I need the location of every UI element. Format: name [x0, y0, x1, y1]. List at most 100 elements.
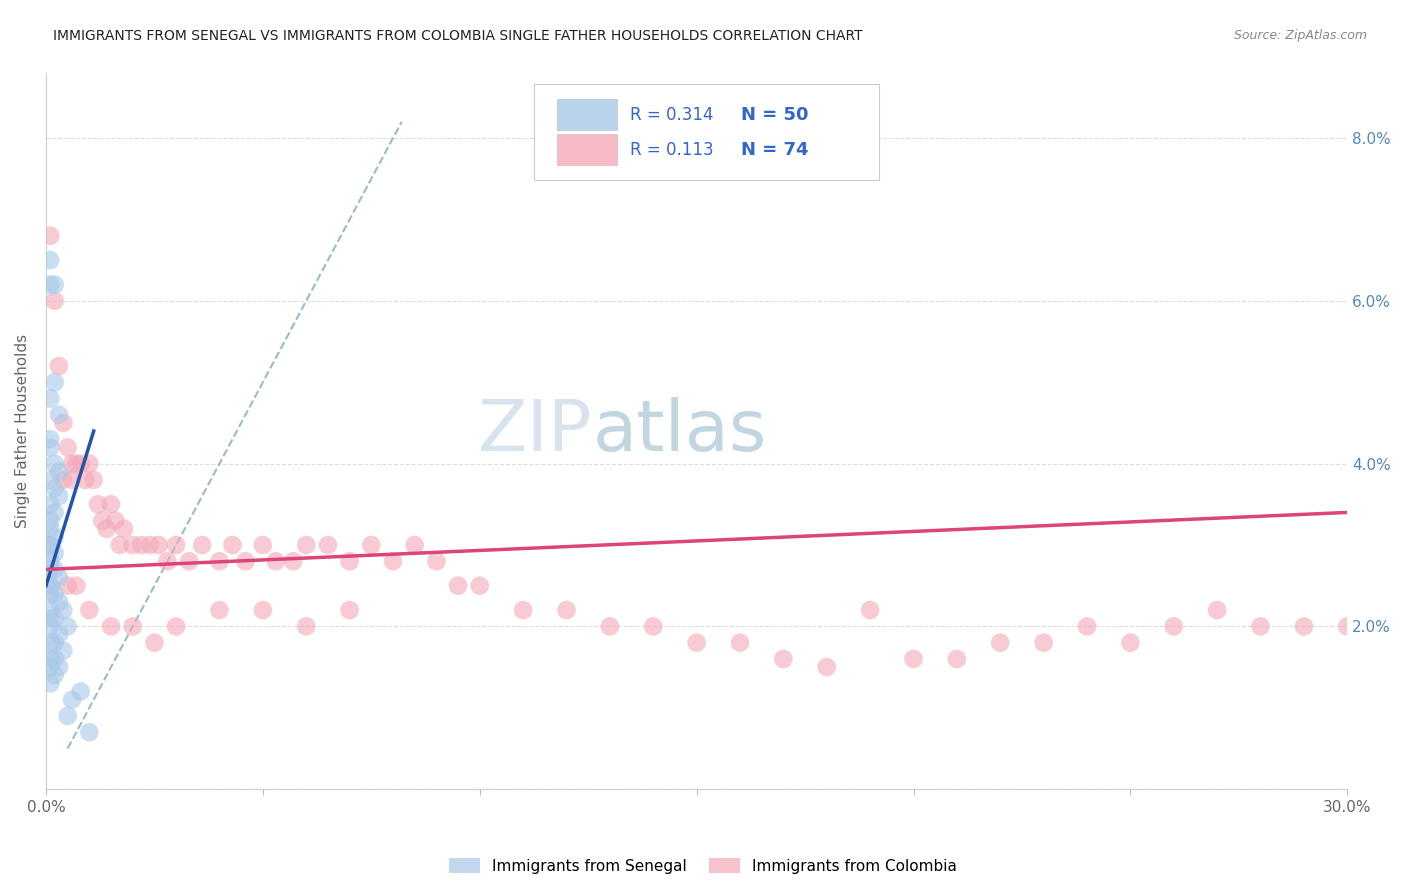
Point	[339, 603, 361, 617]
Point	[44, 635, 66, 649]
Point	[44, 505, 66, 519]
Point	[39, 392, 62, 406]
Text: N = 74: N = 74	[741, 141, 808, 159]
Text: IMMIGRANTS FROM SENEGAL VS IMMIGRANTS FROM COLOMBIA SINGLE FATHER HOUSEHOLDS COR: IMMIGRANTS FROM SENEGAL VS IMMIGRANTS FR…	[53, 29, 863, 43]
Point	[815, 660, 838, 674]
Point	[52, 416, 75, 430]
Point	[121, 619, 143, 633]
Point	[39, 497, 62, 511]
Point	[859, 603, 882, 617]
Point	[65, 579, 87, 593]
Point	[165, 538, 187, 552]
Point	[512, 603, 534, 617]
Point	[425, 554, 447, 568]
Point	[44, 376, 66, 390]
Point	[60, 473, 83, 487]
Point	[235, 554, 257, 568]
Point	[48, 570, 70, 584]
FancyBboxPatch shape	[557, 134, 617, 165]
Point	[48, 408, 70, 422]
Point	[39, 228, 62, 243]
Point	[39, 603, 62, 617]
Point	[52, 644, 75, 658]
Point	[903, 652, 925, 666]
Point	[69, 457, 91, 471]
Point	[52, 473, 75, 487]
Text: R = 0.113: R = 0.113	[630, 141, 714, 159]
Point	[48, 627, 70, 641]
Point	[44, 562, 66, 576]
Point	[1032, 635, 1054, 649]
Point	[48, 359, 70, 373]
Point	[83, 473, 105, 487]
Text: Source: ZipAtlas.com: Source: ZipAtlas.com	[1233, 29, 1367, 42]
Point	[1336, 619, 1358, 633]
Point	[56, 579, 79, 593]
Point	[91, 514, 114, 528]
Point	[79, 725, 101, 739]
Legend: Immigrants from Senegal, Immigrants from Colombia: Immigrants from Senegal, Immigrants from…	[443, 852, 963, 880]
Point	[56, 441, 79, 455]
Point	[1206, 603, 1229, 617]
Point	[283, 554, 305, 568]
Point	[252, 603, 274, 617]
Point	[39, 277, 62, 292]
Point	[39, 619, 62, 633]
Point	[772, 652, 794, 666]
Point	[1163, 619, 1185, 633]
Point	[39, 676, 62, 690]
Point	[39, 441, 62, 455]
Point	[60, 692, 83, 706]
Point	[44, 668, 66, 682]
Point	[79, 603, 101, 617]
Point	[360, 538, 382, 552]
Point	[100, 619, 122, 633]
Point	[599, 619, 621, 633]
Point	[148, 538, 170, 552]
Point	[48, 489, 70, 503]
Point	[191, 538, 214, 552]
Point	[121, 538, 143, 552]
Point	[221, 538, 243, 552]
Point	[52, 603, 75, 617]
Point	[39, 432, 62, 446]
Point	[100, 497, 122, 511]
Text: R = 0.314: R = 0.314	[630, 105, 714, 123]
Point	[1119, 635, 1142, 649]
Point	[44, 457, 66, 471]
Point	[39, 579, 62, 593]
FancyBboxPatch shape	[557, 99, 617, 130]
Point	[44, 277, 66, 292]
Point	[48, 465, 70, 479]
Point	[1250, 619, 1272, 633]
Point	[87, 497, 110, 511]
Point	[44, 546, 66, 560]
Point	[382, 554, 405, 568]
Point	[44, 530, 66, 544]
Point	[165, 619, 187, 633]
Point	[447, 579, 470, 593]
Point	[143, 635, 166, 649]
Point	[112, 522, 135, 536]
Y-axis label: Single Father Households: Single Father Households	[15, 334, 30, 528]
Point	[48, 660, 70, 674]
Point	[65, 457, 87, 471]
Point	[468, 579, 491, 593]
Point	[208, 603, 231, 617]
Point	[208, 554, 231, 568]
Point	[685, 635, 707, 649]
Point	[1292, 619, 1315, 633]
Text: N = 50: N = 50	[741, 105, 808, 123]
Point	[946, 652, 969, 666]
Point	[988, 635, 1011, 649]
FancyBboxPatch shape	[534, 84, 879, 180]
Point	[39, 253, 62, 268]
Point	[69, 684, 91, 698]
Point	[404, 538, 426, 552]
Point	[39, 522, 62, 536]
Point	[96, 522, 118, 536]
Point	[139, 538, 162, 552]
Point	[108, 538, 131, 552]
Point	[252, 538, 274, 552]
Point	[39, 562, 62, 576]
